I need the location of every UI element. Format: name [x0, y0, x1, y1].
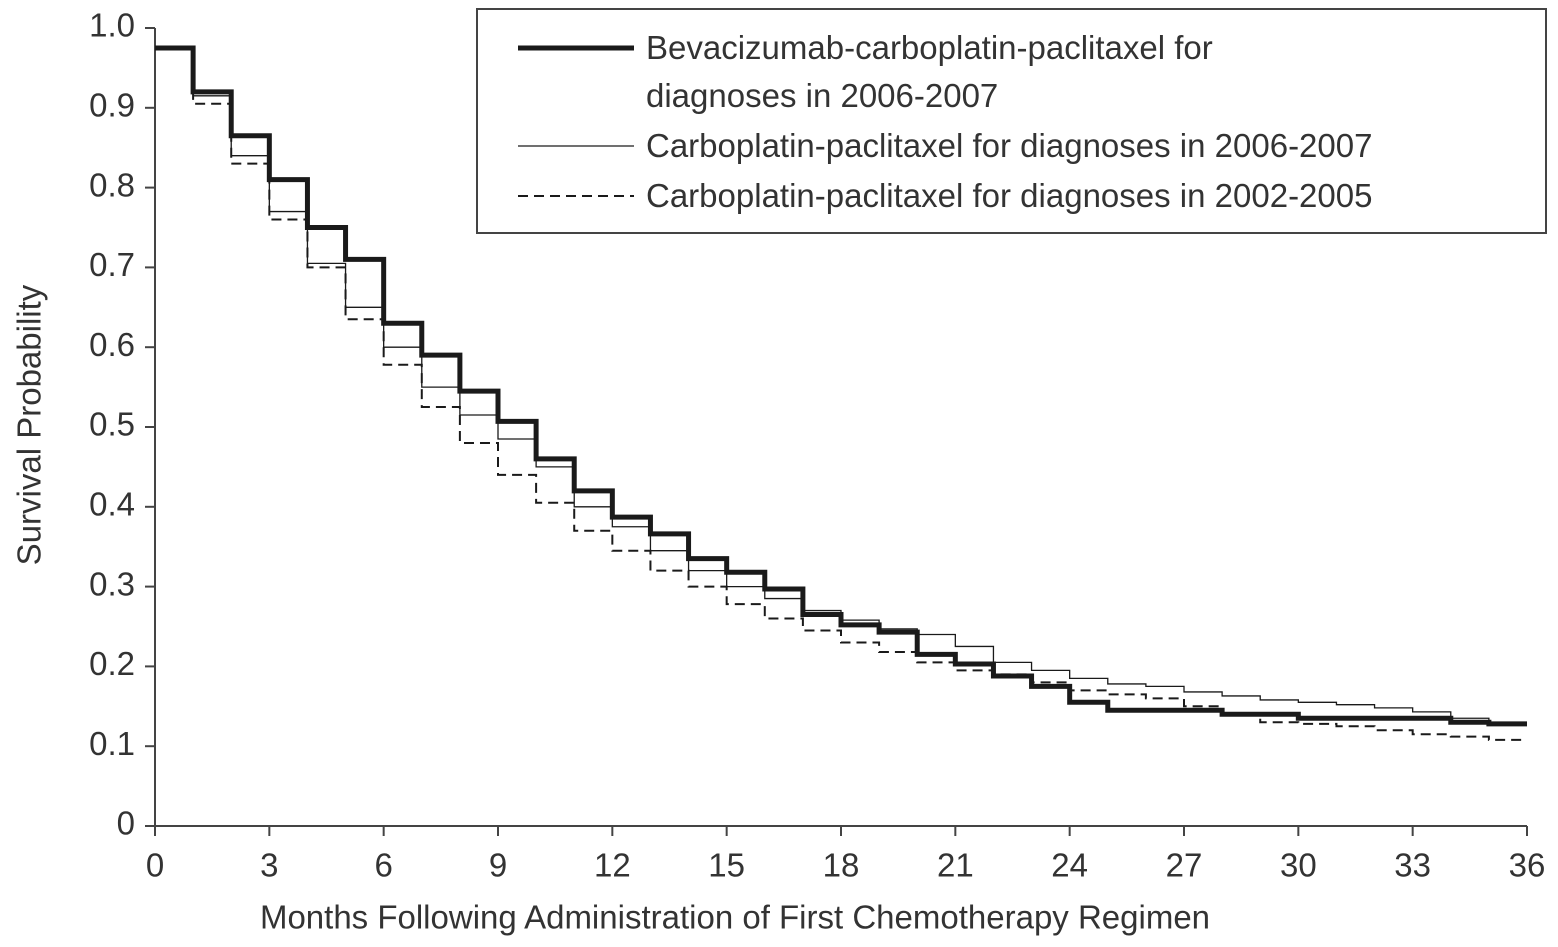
x-tick-label: 24: [1051, 847, 1088, 884]
legend-label: Carboplatin-paclitaxel for diagnoses in …: [646, 177, 1373, 214]
y-tick-label: 0.5: [89, 406, 135, 443]
x-tick-label: 3: [260, 847, 278, 884]
x-tick-label: 30: [1280, 847, 1317, 884]
legend: Bevacizumab-carboplatin-paclitaxel for d…: [476, 8, 1547, 234]
y-tick-label: 0.6: [89, 326, 135, 363]
legend-label: Bevacizumab-carboplatin-paclitaxel for d…: [646, 29, 1213, 114]
x-tick-label: 15: [708, 847, 745, 884]
legend-swatch: [518, 145, 634, 147]
y-tick-label: 1.0: [89, 7, 135, 44]
y-tick-label: 0.3: [89, 565, 135, 602]
x-tick-label: 27: [1166, 847, 1203, 884]
x-tick-label: 36: [1509, 847, 1546, 884]
legend-label: Carboplatin-paclitaxel for diagnoses in …: [646, 127, 1373, 164]
legend-swatch: [518, 195, 634, 197]
legend-entry: Bevacizumab-carboplatin-paclitaxel for d…: [514, 24, 1545, 120]
x-tick-label: 6: [374, 847, 392, 884]
survival-curve: [155, 45, 1527, 727]
x-tick-label: 18: [823, 847, 860, 884]
y-tick-label: 0: [117, 805, 135, 842]
y-tick-label: 0.8: [89, 166, 135, 203]
y-tick-label: 0.4: [89, 486, 135, 523]
x-tick-label: 12: [594, 847, 631, 884]
y-axis-label: Survival Probability: [11, 284, 48, 565]
y-tick-label: 0.9: [89, 87, 135, 124]
legend-swatch: [518, 45, 634, 51]
x-tick-label: 0: [146, 847, 164, 884]
legend-entry: Carboplatin-paclitaxel for diagnoses in …: [514, 172, 1545, 220]
x-tick-label: 9: [489, 847, 507, 884]
y-tick-label: 0.1: [89, 725, 135, 762]
y-tick-label: 0.7: [89, 246, 135, 283]
x-axis-label: Months Following Administration of First…: [260, 899, 1210, 936]
legend-entry: Carboplatin-paclitaxel for diagnoses in …: [514, 122, 1545, 170]
survival-curve: [155, 46, 1527, 741]
x-tick-label: 33: [1394, 847, 1431, 884]
x-tick-label: 21: [937, 847, 974, 884]
y-tick-label: 0.2: [89, 645, 135, 682]
